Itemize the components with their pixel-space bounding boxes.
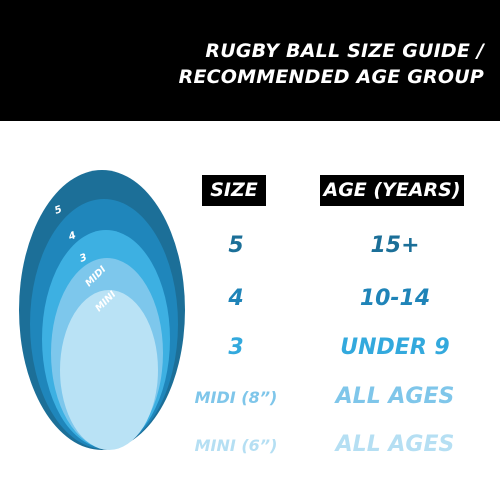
age-column-header: AGE (YEARS): [320, 175, 464, 206]
title-line-2: RECOMMENDED AGE GROUP: [178, 66, 484, 88]
ball-label-4: 4: [66, 230, 77, 243]
age-cell-row-4: ALL AGES: [335, 384, 455, 409]
size-column-header: SIZE: [202, 175, 266, 206]
age-cell-row-5: ALL AGES: [335, 432, 455, 457]
title-banner: RUGBY BALL SIZE GUIDE / RECOMMENDED AGE …: [0, 0, 500, 121]
ball-label-3: 3: [78, 252, 88, 265]
age-cell-row-1: 15+: [370, 233, 420, 258]
size-cell-row-4: MIDI (8”): [194, 388, 278, 407]
size-cell-row-3: 3: [228, 335, 244, 360]
size-cell-row-5: MINI (6”): [194, 436, 278, 455]
size-cell-row-1: 5: [228, 233, 244, 258]
size-cell-row-2: 4: [228, 286, 244, 311]
age-cell-row-2: 10-14: [359, 286, 431, 311]
title-line-1: RUGBY BALL SIZE GUIDE /: [205, 40, 484, 62]
ball-label-5: 5: [53, 204, 63, 217]
ball-size-mini: [60, 290, 158, 450]
age-cell-row-3: UNDER 9: [340, 335, 450, 360]
